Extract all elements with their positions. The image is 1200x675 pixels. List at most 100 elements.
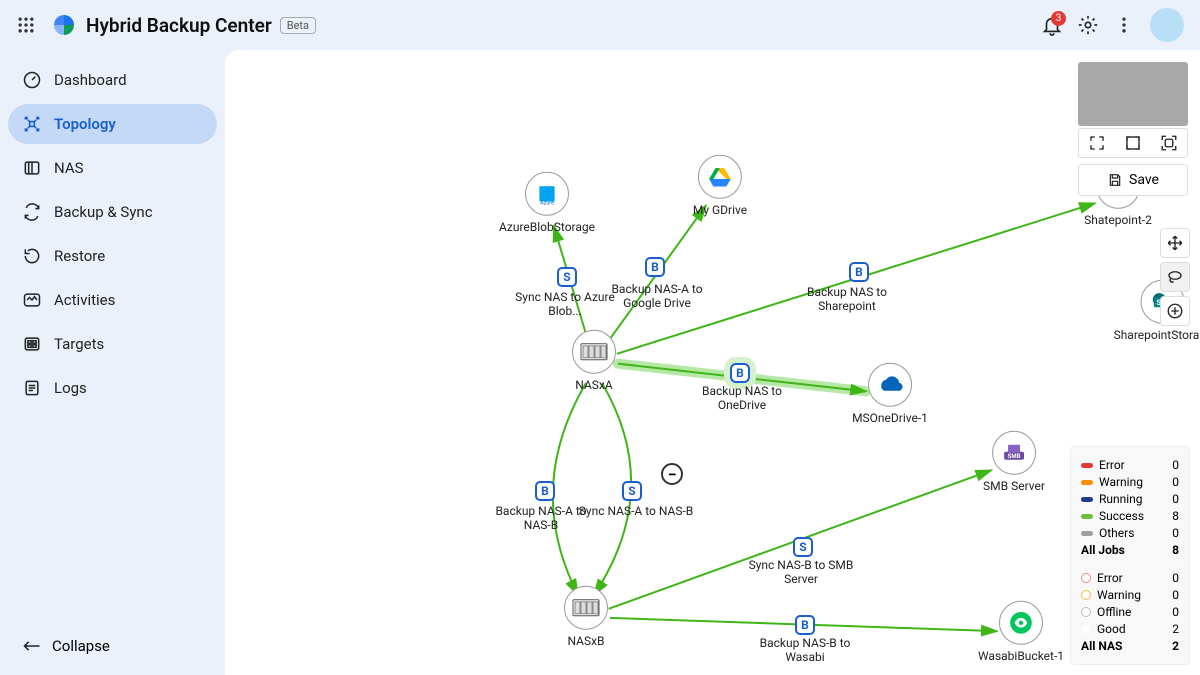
node-label: WasabiBucket-1 xyxy=(978,649,1064,663)
node-label: AzureBlobStorage xyxy=(499,220,595,234)
legend-label: Others xyxy=(1099,526,1134,540)
legend-label: Good xyxy=(1097,622,1126,636)
svg-text:SMB: SMB xyxy=(1008,453,1021,460)
dashboard-icon xyxy=(22,70,42,90)
legend-count: 0 xyxy=(1172,492,1179,506)
sidebar-item-dashboard[interactable]: Dashboard xyxy=(8,60,217,100)
node-icon xyxy=(572,330,616,374)
legend-row: Offline0 xyxy=(1081,605,1179,619)
legend-label: Error xyxy=(1097,571,1123,585)
topology-node-smb[interactable]: SMBSMB Server xyxy=(983,431,1045,493)
sidebar-item-logs[interactable]: Logs xyxy=(8,368,217,408)
edge-label: Sync NAS-B to SMB Server xyxy=(741,558,861,587)
node-label: Shatepoint-2 xyxy=(1084,213,1152,227)
logs-icon xyxy=(22,378,42,398)
legend-panel: Error0Warning0Running0Success8Others0All… xyxy=(1070,446,1190,665)
sidebar-item-targets[interactable]: Targets xyxy=(8,324,217,364)
fit-screen-icon[interactable] xyxy=(1088,134,1106,152)
move-icon xyxy=(1166,234,1184,252)
topology-node-gdrive[interactable]: My GDrive xyxy=(693,155,747,217)
legend-label: Running xyxy=(1099,492,1143,506)
sidebar-item-label: Logs xyxy=(54,379,87,397)
edge-label: Backup NAS to Sharepoint xyxy=(787,285,907,314)
node-icon xyxy=(999,601,1043,645)
fullscreen-icon[interactable] xyxy=(1160,134,1178,152)
sidebar-item-topology[interactable]: Topology xyxy=(8,104,217,144)
topology-node-onedrive[interactable]: MSOneDrive-1 xyxy=(852,363,928,425)
legend-row: Warning 0 xyxy=(1081,588,1179,602)
node-icon xyxy=(564,586,608,630)
topbar: Hybrid Backup Center Beta 3 xyxy=(0,0,1200,50)
edge-type-badge[interactable]: S xyxy=(793,537,813,557)
legend-row: Others 0 xyxy=(1081,526,1179,540)
sidebar-item-restore[interactable]: Restore xyxy=(8,236,217,276)
legend-row: Success8 xyxy=(1081,509,1179,523)
legend-label: Success xyxy=(1099,509,1144,523)
edge-type-badge[interactable]: B xyxy=(645,257,665,277)
sidebar-item-activities[interactable]: Activities xyxy=(8,280,217,320)
legend-nas-total: All NAS2 xyxy=(1081,639,1179,653)
sync-icon xyxy=(22,202,42,222)
edge-type-badge[interactable]: B xyxy=(730,363,750,383)
gear-icon xyxy=(1077,14,1099,36)
lasso-tool-button[interactable] xyxy=(1160,262,1190,292)
topology-graph xyxy=(225,50,1200,675)
legend-count: 0 xyxy=(1172,526,1179,540)
collapse-button[interactable]: Collapse xyxy=(8,625,217,667)
node-label: MSOneDrive-1 xyxy=(852,411,928,425)
legend-count: 0 xyxy=(1172,571,1179,585)
notifications-button[interactable]: 3 xyxy=(1034,7,1070,43)
edge-label: Backup NAS-B to Wasabi xyxy=(745,636,865,665)
minimap[interactable] xyxy=(1078,62,1188,126)
save-label: Save xyxy=(1129,172,1159,188)
legend-count: 0 xyxy=(1172,588,1179,602)
legend-jobs-total: All Jobs8 xyxy=(1081,543,1179,557)
avatar[interactable] xyxy=(1150,8,1184,42)
edge-type-badge[interactable]: B xyxy=(535,481,555,501)
legend-label: Offline xyxy=(1097,605,1131,619)
node-icon: SMB xyxy=(992,431,1036,475)
node-icon: Azure xyxy=(525,172,569,216)
sidebar-item-label: Backup & Sync xyxy=(54,203,153,221)
node-icon xyxy=(868,363,912,407)
topology-node-nasb[interactable]: NASxB xyxy=(564,586,608,648)
topology-node-wasabi[interactable]: WasabiBucket-1 xyxy=(978,601,1064,663)
legend-label: Warning xyxy=(1097,588,1141,602)
add-node-button[interactable] xyxy=(1160,296,1190,326)
topology-canvas[interactable]: Azure AzureBlobStorage My GDrive S Shatepoin… xyxy=(225,50,1200,675)
settings-button[interactable] xyxy=(1070,7,1106,43)
nas-icon xyxy=(22,158,42,178)
edge-label: Sync NAS-A to NAS-B xyxy=(579,504,693,518)
edge-label: Backup NAS to OneDrive xyxy=(682,384,802,413)
app-title: Hybrid Backup Center xyxy=(86,14,272,37)
edge-type-badge[interactable]: S xyxy=(557,267,577,287)
node-label: SharepointStorage xyxy=(1114,328,1200,342)
collapse-icon xyxy=(22,638,42,654)
legend-row: Running 0 xyxy=(1081,492,1179,506)
sidebar-item-label: Restore xyxy=(54,247,105,265)
activity-icon xyxy=(22,290,42,310)
sidebar-item-nas[interactable]: NAS xyxy=(8,148,217,188)
sidebar-item-backup-sync[interactable]: Backup & Sync xyxy=(8,192,217,232)
edge-type-badge[interactable]: B xyxy=(795,615,815,635)
legend-row: Good2 xyxy=(1081,622,1179,636)
edge-type-badge[interactable]: S xyxy=(622,481,642,501)
topology-node-nasa[interactable]: NASxA xyxy=(572,330,616,392)
node-label: NASxA xyxy=(572,378,616,392)
pan-tool-button[interactable] xyxy=(1160,228,1190,258)
legend-label: Error xyxy=(1099,458,1125,472)
more-button[interactable] xyxy=(1106,7,1142,43)
collapse-group-button[interactable]: − xyxy=(661,463,683,485)
topology-node-azure[interactable]: Azure AzureBlobStorage xyxy=(499,172,595,234)
legend-row: Error 0 xyxy=(1081,458,1179,472)
node-label: NASxB xyxy=(564,634,608,648)
legend-count: 0 xyxy=(1172,458,1179,472)
minimap-toolbar xyxy=(1078,128,1188,158)
legend-row: Warning0 xyxy=(1081,475,1179,489)
plus-circle-icon xyxy=(1166,302,1184,320)
save-button[interactable]: Save xyxy=(1078,164,1188,196)
edge-label: Backup NAS-A to Google Drive xyxy=(597,282,717,311)
apps-grid-icon[interactable] xyxy=(16,15,36,35)
edge-type-badge[interactable]: B xyxy=(849,262,869,282)
center-icon[interactable] xyxy=(1124,134,1142,152)
